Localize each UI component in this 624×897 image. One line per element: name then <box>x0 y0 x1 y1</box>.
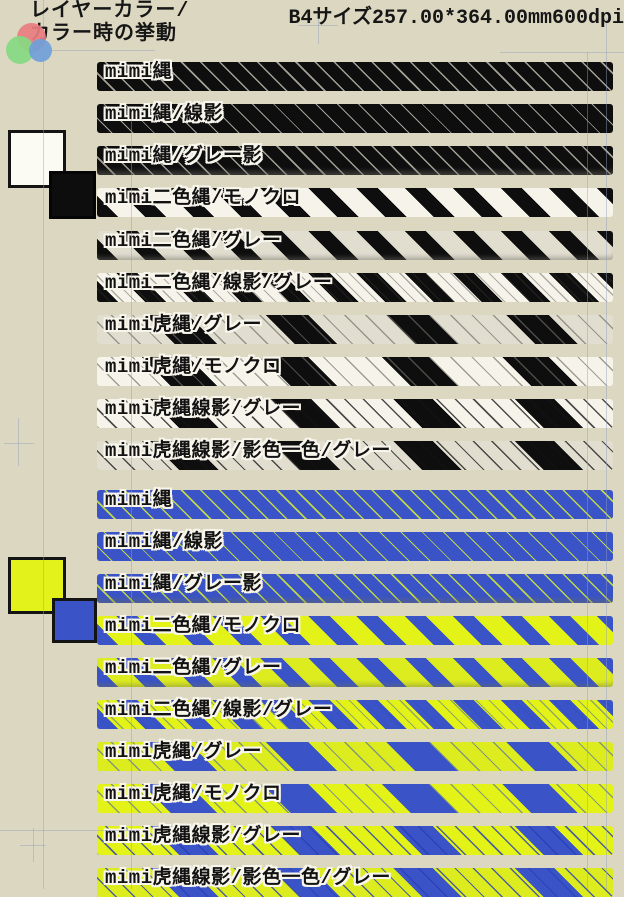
guide-vertical-left <box>43 0 44 889</box>
page-title-line1: レイヤーカラー/ <box>30 0 190 23</box>
rope-label: mimi縄 <box>105 61 173 83</box>
rope-sample-row: mimi縄/線影 <box>97 103 613 133</box>
crop-mark-bottom-v <box>33 828 34 862</box>
rope-preview <box>97 441 613 470</box>
rope-label: mimi虎縄線影/影色一色/グレー <box>105 867 391 889</box>
guide-horizontal-top-right <box>500 52 624 53</box>
rope-sample-row: mimi縄 <box>97 61 613 91</box>
swatch-mono-sub-black <box>49 171 96 219</box>
rope-preview <box>97 62 613 91</box>
rope-label: mimi二色縄/モノクロ <box>105 187 302 209</box>
guide-horizontal-bottom-left <box>0 830 140 831</box>
rope-preview <box>97 784 613 813</box>
rope-sample-row: mimi縄 <box>97 489 613 519</box>
rope-label: mimi縄 <box>105 489 173 511</box>
rope-preview <box>97 273 613 302</box>
rope-sample-row: mimi虎縄/モノクロ <box>97 783 613 813</box>
rope-preview <box>97 399 613 428</box>
color-blobs-icon <box>6 23 62 65</box>
rope-label: mimi虎縄線影/グレー <box>105 398 302 420</box>
rope-preview <box>97 357 613 386</box>
rope-preview <box>97 658 613 687</box>
rope-label: mimi虎縄/グレー <box>105 314 263 336</box>
page-title: レイヤーカラー/ カラー時の挙動 <box>30 0 189 46</box>
rope-sample-row: mimi二色縄/線影/グレー <box>97 272 613 302</box>
rope-label: mimi縄/グレー影 <box>105 145 263 167</box>
rope-label: mimi二色縄/線影/グレー <box>105 699 333 721</box>
rope-sample-row: mimi虎縄/グレー <box>97 314 613 344</box>
crop-mark-mid-v <box>18 418 19 466</box>
rope-preview <box>97 700 613 729</box>
rope-sample-row: mimi二色縄/線影/グレー <box>97 699 613 729</box>
rope-preview <box>97 231 613 260</box>
crop-mark-mid-h <box>4 443 34 444</box>
rope-label: mimi虎縄/モノクロ <box>105 783 282 805</box>
rope-label: mimi二色縄/モノクロ <box>105 615 302 637</box>
rope-sample-row: mimi縄/線影 <box>97 531 613 561</box>
swatch-color-sub-blue <box>52 598 97 643</box>
rope-sample-row: mimi虎縄線影/影色一色/グレー <box>97 867 613 897</box>
rope-label: mimi虎縄/モノクロ <box>105 356 282 378</box>
rope-label: mimi縄/線影 <box>105 103 224 125</box>
rope-label: mimi虎縄線影/グレー <box>105 825 302 847</box>
rope-sample-row: mimi二色縄/モノクロ <box>97 187 613 217</box>
rope-sample-row: mimi虎縄/グレー <box>97 741 613 771</box>
guide-horizontal-top-left <box>45 50 155 51</box>
rope-preview <box>97 188 613 217</box>
rope-sample-row: mimi虎縄線影/影色一色/グレー <box>97 440 613 470</box>
rope-label: mimi虎縄線影/影色一色/グレー <box>105 440 391 462</box>
rope-preview <box>97 574 613 603</box>
rope-preview <box>97 104 613 133</box>
rope-preview <box>97 826 613 855</box>
guide-vertical-right-outer <box>606 18 607 889</box>
rope-preview <box>97 532 613 561</box>
guide-vertical-inner <box>131 112 132 889</box>
rope-sample-row: mimi縄/グレー影 <box>97 145 613 175</box>
rope-label: mimi二色縄/グレー <box>105 230 282 252</box>
crop-mark-top-v <box>318 8 319 44</box>
rope-sample-row: mimi二色縄/モノクロ <box>97 615 613 645</box>
rope-sample-row: mimi虎縄/モノクロ <box>97 356 613 386</box>
page-title-line2: カラー時の挙動 <box>30 23 177 46</box>
blue-blob-icon <box>29 39 52 62</box>
rope-preview <box>97 315 613 344</box>
rope-label: mimi二色縄/グレー <box>105 657 282 679</box>
crop-mark-bottom-h <box>20 845 46 846</box>
rope-label: mimi虎縄/グレー <box>105 741 263 763</box>
canvas-size-label: B4サイズ257.00*364.00mm600dpi <box>288 7 624 30</box>
guide-vertical-right-inner <box>587 52 588 889</box>
rope-sample-row: mimi二色縄/グレー <box>97 657 613 687</box>
rope-sample-row: mimi虎縄線影/グレー <box>97 398 613 428</box>
rope-label: mimi縄/線影 <box>105 531 224 553</box>
crop-mark-top-h <box>298 25 338 26</box>
rope-preview <box>97 742 613 771</box>
rope-sample-row: mimi虎縄線影/グレー <box>97 825 613 855</box>
rope-preview <box>97 616 613 645</box>
rope-sample-row: mimi縄/グレー影 <box>97 573 613 603</box>
rope-label: mimi二色縄/線影/グレー <box>105 272 333 294</box>
rope-label: mimi縄/グレー影 <box>105 573 263 595</box>
rope-sample-row: mimi二色縄/グレー <box>97 230 613 260</box>
rope-preview <box>97 490 613 519</box>
rope-preview <box>97 146 613 175</box>
